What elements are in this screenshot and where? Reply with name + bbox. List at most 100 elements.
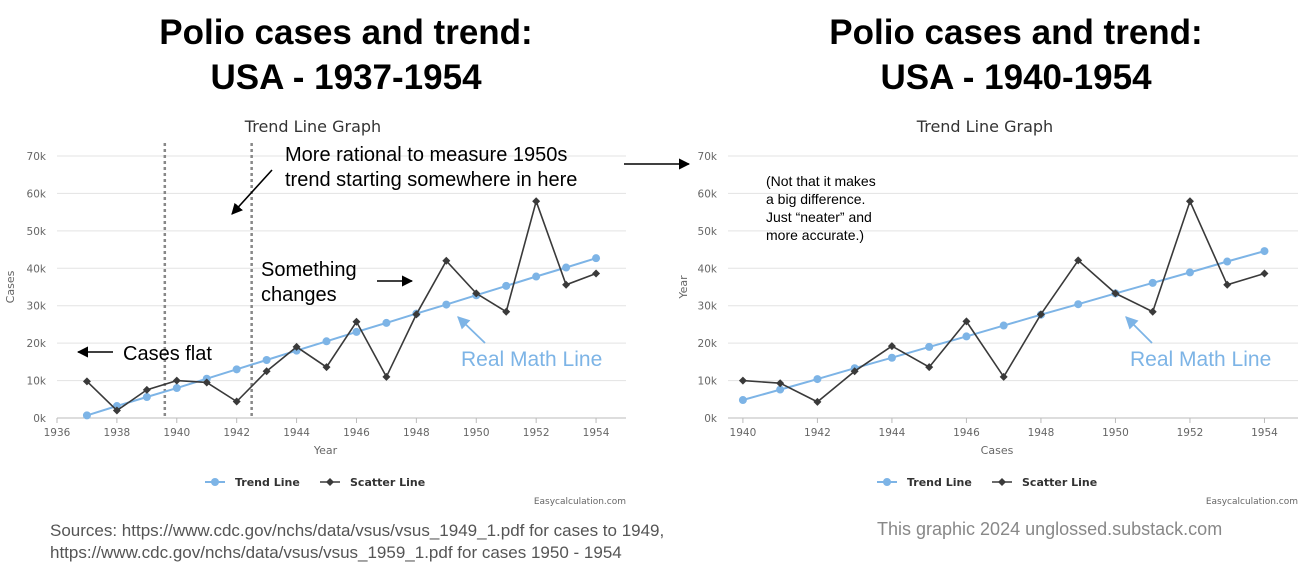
scatter-point (532, 197, 541, 206)
scatter-point (1223, 280, 1232, 289)
y-tick-label: 50k (698, 226, 718, 238)
trend-point (502, 281, 511, 290)
scatter-line (86, 198, 597, 412)
trend-point (442, 300, 451, 309)
chart-right: Trend Line Graph 0k 10k 20k 30k 40k 50k 60k 70k 1… (677, 117, 1298, 507)
chart-credit: Easycalculation.com (534, 497, 626, 507)
chart-title: Trend Line Graph (244, 117, 381, 136)
scatter-point (112, 406, 121, 415)
y-tick-label: 0k (704, 413, 718, 425)
y-tick-label: 40k (698, 263, 718, 275)
chart-title: Trend Line Graph (916, 117, 1053, 136)
footer-credit: This graphic 2024 unglossed.substack.com (877, 519, 1223, 539)
scatter-point (562, 280, 571, 289)
trend-point (776, 385, 785, 394)
scatter-point (352, 317, 361, 326)
trend-point (592, 254, 601, 263)
x-tick-label: 1948 (1028, 427, 1055, 439)
y-axis-label: Year (677, 275, 690, 300)
arrow-rational (231, 169, 273, 215)
trend-point (562, 263, 571, 272)
x-tick-label: 1944 (879, 427, 906, 439)
y-tick-label: 0k (33, 413, 47, 425)
scatter-point (1185, 197, 1194, 206)
y-tick-label: 10k (27, 376, 47, 388)
panel-right-title-line2: USA - 1940-1954 (880, 58, 1152, 97)
trend-point (1074, 300, 1083, 309)
x-tick-label: 1952 (1177, 427, 1204, 439)
y-tick-label: 70k (27, 151, 47, 163)
scatter-point (172, 376, 181, 385)
scatter-point (813, 397, 822, 406)
y-tick-label: 40k (27, 263, 47, 275)
scatter-point (925, 363, 934, 372)
trend-point (738, 396, 747, 405)
scatter-point (592, 269, 601, 278)
x-tick-label: 1952 (523, 427, 550, 439)
trend-line (86, 257, 597, 417)
annotation-rational: More rational to measure 1950s trend sta… (285, 144, 578, 191)
x-tick-label: 1954 (1251, 427, 1278, 439)
scatter-point (1074, 256, 1083, 265)
x-tick-label: 1950 (463, 427, 490, 439)
annotation-cases-flat: Cases flat (123, 343, 212, 365)
scatter-point (142, 385, 151, 394)
scatter-point (738, 376, 747, 385)
scatter-point (1036, 310, 1045, 319)
legend-scatter-marker (998, 478, 1006, 486)
trend-point (1148, 278, 1157, 287)
y-tick-label: 70k (698, 151, 718, 163)
x-axis-label: Cases (981, 444, 1014, 457)
scatter-point (412, 310, 421, 319)
x-tick-label: 1936 (44, 427, 71, 439)
y-tick-label: 60k (698, 188, 718, 200)
annotation-real-math-line-right: Real Math Line (1130, 348, 1272, 371)
trend-point (322, 337, 331, 346)
scatter-point (472, 289, 481, 298)
legend-trend-marker (211, 478, 219, 486)
scatter-point (292, 342, 301, 351)
x-tick-label: 1942 (223, 427, 250, 439)
trend-point (172, 384, 181, 393)
y-tick-label: 10k (698, 376, 718, 388)
x-tick-label: 1950 (1102, 427, 1129, 439)
annotation-real-math-line-left: Real Math Line (461, 348, 603, 371)
scatter-point (232, 397, 241, 406)
scatter-point (202, 378, 211, 387)
scatter-point (999, 372, 1008, 381)
trend-point (142, 393, 151, 402)
panel-right-title: Polio cases and trend: USA - 1940-1954 (706, 10, 1316, 100)
legend-scatter-label: Scatter Line (1022, 476, 1097, 489)
scatter-point (776, 379, 785, 388)
trend-point (887, 353, 896, 362)
x-tick-label: 1940 (730, 427, 757, 439)
x-tick-label: 1954 (583, 427, 610, 439)
x-tick-label: 1940 (163, 427, 190, 439)
trend-point (1185, 268, 1194, 277)
y-tick-label: 20k (698, 338, 718, 350)
scatter-point (1111, 289, 1120, 298)
scatter-point (502, 307, 511, 316)
trend-point (1260, 247, 1269, 256)
scatter-point (1260, 269, 1269, 278)
scatter-point (1148, 307, 1157, 316)
trend-point (532, 272, 541, 281)
chart-credit: Easycalculation.com (1206, 497, 1298, 507)
annotation-something-changes: Something changes (261, 259, 357, 306)
trend-point (352, 327, 361, 336)
trend-point (925, 342, 934, 351)
panel-right-title-line1: Polio cases and trend: (829, 13, 1203, 52)
panel-left-title: Polio cases and trend: USA - 1937-1954 (36, 10, 656, 100)
arrow-math-right (1125, 316, 1153, 344)
annotation-note: (Not that it makes a big difference. Jus… (766, 173, 876, 243)
y-tick-label: 60k (27, 188, 47, 200)
x-tick-label: 1938 (104, 427, 131, 439)
scatter-point (962, 317, 971, 326)
legend-trend-marker (883, 478, 891, 486)
x-tick-label: 1946 (953, 427, 980, 439)
x-tick-label: 1944 (283, 427, 310, 439)
x-tick-label: 1946 (343, 427, 370, 439)
y-axis-label: Cases (4, 270, 17, 303)
legend-trend-label: Trend Line (907, 476, 972, 489)
